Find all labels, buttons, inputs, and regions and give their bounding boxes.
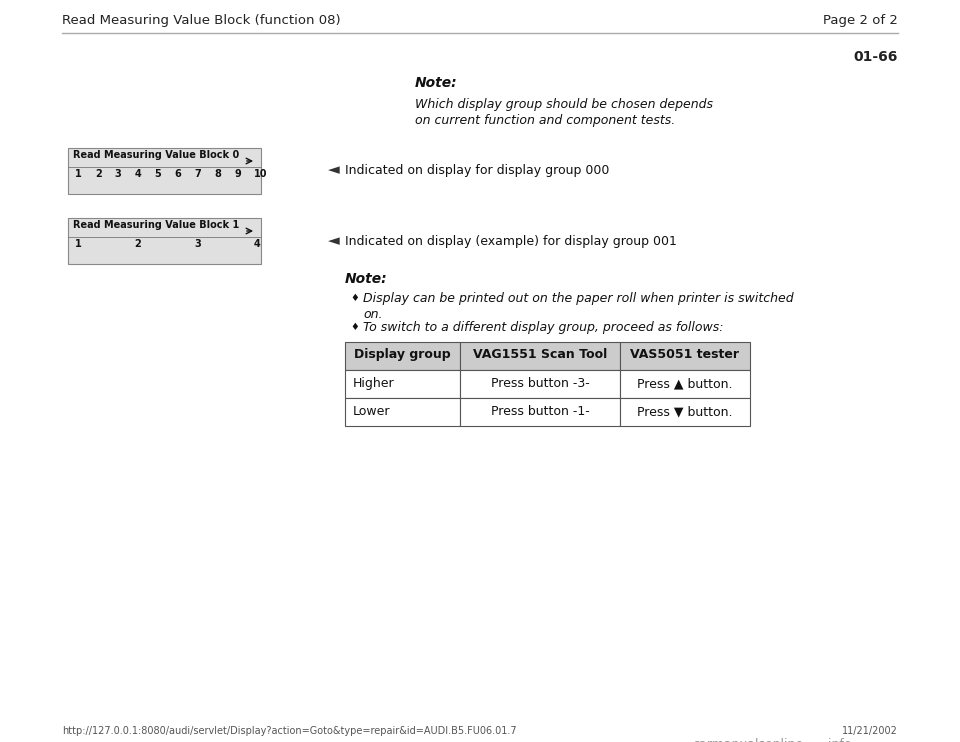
Text: 01-66: 01-66 [853,50,898,64]
Bar [620,370,750,398]
Text: 3: 3 [115,169,122,179]
Bar [460,398,620,426]
Text: Read Measuring Value Block 1: Read Measuring Value Block 1 [73,220,239,230]
Text: Indicated on display (example) for display group 001: Indicated on display (example) for displ… [345,235,677,248]
Text: Page 2 of 2: Page 2 of 2 [823,14,898,27]
Text: 9: 9 [234,169,241,179]
Text: on current function and component tests.: on current function and component tests. [415,114,675,127]
Text: carmanualsonline: carmanualsonline [692,738,804,742]
Text: Read Measuring Value Block 0: Read Measuring Value Block 0 [73,150,239,160]
Text: Display group: Display group [354,348,451,361]
Text: VAS5051 tester: VAS5051 tester [631,348,739,361]
Bar [345,370,460,398]
Bar [345,342,460,370]
Text: 10: 10 [254,169,268,179]
Text: 3: 3 [194,239,201,249]
Text: Indicated on display for display group 000: Indicated on display for display group 0… [345,164,610,177]
Text: Press button -1-: Press button -1- [491,405,589,418]
Text: ◄: ◄ [328,162,340,177]
Text: Press ▲ button.: Press ▲ button. [637,377,732,390]
Text: VAG1551 Scan Tool: VAG1551 Scan Tool [473,348,607,361]
Text: Note:: Note: [345,272,388,286]
Text: ◄: ◄ [328,233,340,248]
Bar [68,218,261,264]
Text: Display can be printed out on the paper roll when printer is switched: Display can be printed out on the paper … [363,292,794,305]
Text: ♦: ♦ [350,293,359,303]
Bar [460,342,620,370]
Bar [460,370,620,398]
Text: Higher: Higher [353,377,395,390]
Bar [620,398,750,426]
Text: 4: 4 [134,169,141,179]
Text: on.: on. [363,308,382,321]
Text: Press button -3-: Press button -3- [491,377,589,390]
Text: ♦: ♦ [350,322,359,332]
Text: To switch to a different display group, proceed as follows:: To switch to a different display group, … [363,321,724,334]
Text: 11/21/2002: 11/21/2002 [842,726,898,736]
Text: Note:: Note: [415,76,458,90]
Text: .info: .info [820,738,852,742]
Text: 7: 7 [194,169,201,179]
Text: Read Measuring Value Block (function 08): Read Measuring Value Block (function 08) [62,14,341,27]
Text: http://127.0.0.1:8080/audi/servlet/Display?action=Goto&type=repair&id=AUDI.B5.FU: http://127.0.0.1:8080/audi/servlet/Displ… [62,726,516,736]
Text: Lower: Lower [353,405,391,418]
Text: 5: 5 [155,169,161,179]
Text: Press ▼ button.: Press ▼ button. [637,405,732,418]
Bar [620,342,750,370]
Text: 2: 2 [95,169,102,179]
Text: 2: 2 [134,239,141,249]
Text: 4: 4 [254,239,261,249]
Text: 6: 6 [175,169,181,179]
Text: 8: 8 [214,169,221,179]
Text: Which display group should be chosen depends: Which display group should be chosen dep… [415,98,713,111]
Bar [68,148,261,194]
Text: 1: 1 [75,239,82,249]
Text: 1: 1 [75,169,82,179]
Bar [345,398,460,426]
